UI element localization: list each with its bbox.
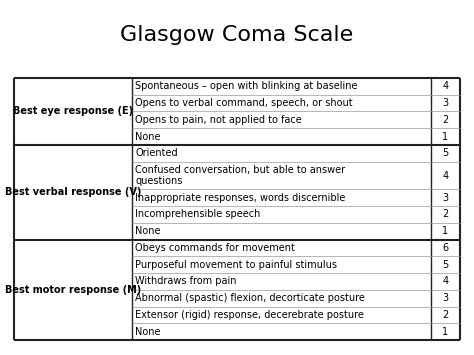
Text: Abnormal (spastic) flexion, decorticate posture: Abnormal (spastic) flexion, decorticate … (135, 293, 365, 303)
Text: Opens to pain, not applied to face: Opens to pain, not applied to face (135, 115, 302, 125)
Text: 4: 4 (442, 170, 448, 180)
Text: 3: 3 (442, 98, 448, 108)
Text: None: None (135, 327, 161, 337)
Text: Best motor response (M): Best motor response (M) (5, 285, 141, 295)
Text: 6: 6 (442, 243, 448, 253)
Text: Confused conversation, but able to answer
questions: Confused conversation, but able to answe… (135, 165, 346, 186)
Text: Withdraws from pain: Withdraws from pain (135, 277, 237, 286)
Text: 2: 2 (442, 115, 448, 125)
Text: 1: 1 (442, 327, 448, 337)
Text: Opens to verbal command, speech, or shout: Opens to verbal command, speech, or shou… (135, 98, 353, 108)
Text: Obeys commands for movement: Obeys commands for movement (135, 243, 295, 253)
Text: 2: 2 (442, 310, 448, 320)
Text: Best eye response (E): Best eye response (E) (13, 106, 133, 116)
Text: Spontaneous – open with blinking at baseline: Spontaneous – open with blinking at base… (135, 81, 358, 91)
Text: 1: 1 (442, 132, 448, 142)
Text: None: None (135, 226, 161, 236)
Text: Best verbal response (V): Best verbal response (V) (5, 187, 141, 197)
Text: 4: 4 (442, 81, 448, 91)
Text: Inappropriate responses, words discernible: Inappropriate responses, words discernib… (135, 193, 346, 203)
Text: Glasgow Coma Scale: Glasgow Coma Scale (120, 25, 354, 45)
Text: 3: 3 (442, 193, 448, 203)
Text: None: None (135, 132, 161, 142)
Text: 5: 5 (442, 260, 448, 270)
Text: 3: 3 (442, 293, 448, 303)
Text: 1: 1 (442, 226, 448, 236)
Text: 5: 5 (442, 148, 448, 158)
Text: Extensor (rigid) response, decerebrate posture: Extensor (rigid) response, decerebrate p… (135, 310, 364, 320)
Text: 2: 2 (442, 209, 448, 219)
Text: Oriented: Oriented (135, 148, 178, 158)
Text: 4: 4 (442, 277, 448, 286)
Text: Incomprehensible speech: Incomprehensible speech (135, 209, 261, 219)
Text: Purposeful movement to painful stimulus: Purposeful movement to painful stimulus (135, 260, 337, 270)
